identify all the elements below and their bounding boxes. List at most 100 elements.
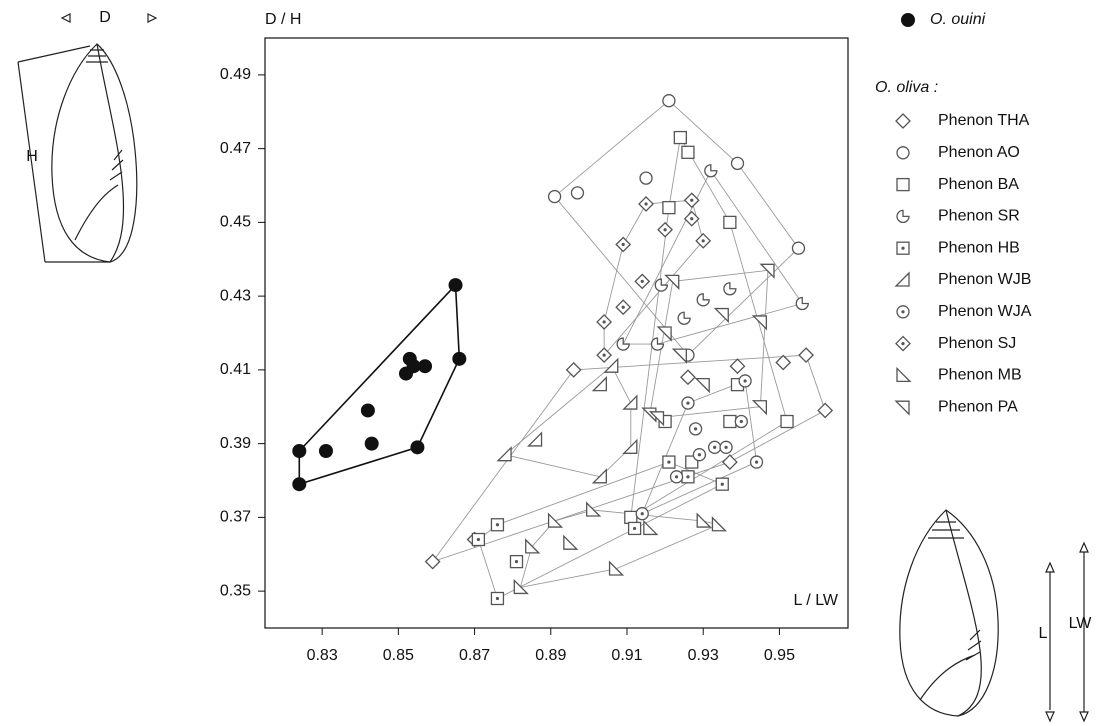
data-point bbox=[791, 241, 806, 255]
data-point bbox=[565, 361, 582, 378]
marker-dot bbox=[690, 198, 694, 202]
marker-shape bbox=[624, 510, 638, 525]
marker-shape bbox=[671, 348, 687, 364]
data-point bbox=[596, 347, 613, 364]
marker-shape bbox=[591, 468, 607, 484]
y-tick-label: 0.35 bbox=[220, 582, 251, 599]
data-point bbox=[723, 215, 737, 230]
data-point bbox=[452, 351, 467, 366]
shell-bottom bbox=[899, 509, 1089, 723]
marker-shape bbox=[696, 512, 712, 528]
y-tick-label: 0.43 bbox=[220, 287, 251, 304]
x-tick-label: 0.87 bbox=[459, 647, 490, 664]
marker-shape bbox=[360, 403, 375, 418]
marker-shape bbox=[650, 337, 665, 351]
marker-shape bbox=[723, 414, 737, 429]
data-point bbox=[715, 477, 729, 491]
marker-shape bbox=[723, 215, 737, 230]
marker-dot bbox=[663, 228, 667, 232]
data-point bbox=[751, 315, 768, 331]
data-point bbox=[738, 374, 752, 388]
marker-shape bbox=[696, 293, 710, 307]
data-point bbox=[734, 414, 748, 429]
data-point bbox=[694, 377, 710, 394]
data-point bbox=[707, 440, 722, 454]
legend-marker bbox=[896, 305, 910, 319]
marker-shape bbox=[654, 278, 668, 292]
marker-dot bbox=[693, 427, 698, 431]
data-point bbox=[547, 189, 562, 204]
marker-shape bbox=[894, 271, 910, 287]
data-point bbox=[677, 311, 691, 325]
marker-shape bbox=[591, 376, 607, 392]
y-axis-label: D / H bbox=[265, 11, 301, 28]
marker-dot bbox=[713, 445, 717, 449]
marker-shape bbox=[364, 436, 379, 451]
marker-shape bbox=[662, 94, 676, 108]
marker-shape bbox=[565, 361, 582, 378]
data-point bbox=[591, 376, 607, 392]
marker-shape bbox=[526, 431, 543, 447]
marker-shape bbox=[513, 578, 529, 595]
marker-shape bbox=[424, 553, 441, 570]
data-point bbox=[711, 516, 728, 532]
data-point bbox=[490, 591, 505, 606]
marker-shape bbox=[694, 377, 710, 394]
x-tick-label: 0.89 bbox=[535, 647, 566, 664]
legend-group: O. oliva : bbox=[875, 79, 938, 96]
marker-shape bbox=[622, 438, 638, 454]
data-point bbox=[509, 554, 524, 569]
marker-dot bbox=[514, 560, 519, 564]
shell-label: H bbox=[26, 148, 38, 165]
legend-label: Phenon AO bbox=[938, 144, 1020, 161]
data-point bbox=[692, 448, 707, 462]
marker-shape bbox=[775, 354, 792, 371]
marker-shape bbox=[901, 13, 915, 27]
marker-shape bbox=[664, 274, 680, 290]
data-point bbox=[424, 553, 441, 570]
marker-dot bbox=[690, 217, 694, 221]
hull-outline bbox=[641, 380, 758, 515]
marker-dot bbox=[640, 512, 644, 516]
x-tick-label: 0.85 bbox=[383, 647, 414, 664]
y-tick-label: 0.45 bbox=[220, 214, 251, 231]
marker-dot bbox=[701, 239, 705, 243]
legend-label: Phenon SJ bbox=[938, 335, 1016, 352]
data-point bbox=[622, 438, 638, 454]
data-point bbox=[780, 414, 794, 429]
data-point bbox=[662, 94, 676, 108]
data-point bbox=[622, 394, 638, 410]
data-point bbox=[650, 337, 665, 351]
marker-shape bbox=[586, 501, 602, 517]
data-point bbox=[627, 521, 642, 536]
marker-shape bbox=[603, 357, 619, 373]
marker-shape bbox=[896, 209, 910, 224]
data-point bbox=[654, 278, 668, 292]
marker-dot bbox=[686, 475, 690, 479]
marker-shape bbox=[895, 113, 911, 129]
data-point bbox=[798, 347, 815, 364]
hull-outline bbox=[630, 136, 788, 519]
data-point bbox=[364, 436, 379, 451]
marker-dot bbox=[743, 379, 747, 383]
marker-shape bbox=[525, 538, 541, 554]
marker-dot bbox=[901, 310, 905, 314]
marker-dot bbox=[621, 242, 625, 247]
y-tick-label: 0.47 bbox=[220, 140, 251, 157]
marker-shape bbox=[563, 534, 579, 550]
data-point bbox=[680, 369, 696, 386]
legend-marker bbox=[896, 146, 910, 160]
data-point bbox=[759, 263, 775, 279]
marker-shape bbox=[894, 400, 910, 416]
data-point bbox=[662, 200, 676, 215]
data-point bbox=[615, 299, 632, 316]
marker-shape bbox=[751, 315, 768, 331]
data-point bbox=[292, 444, 307, 458]
data-point bbox=[719, 440, 733, 454]
legend-label: Phenon THA bbox=[938, 112, 1030, 129]
data-point bbox=[657, 221, 674, 238]
marker-shape bbox=[292, 444, 307, 458]
legend-label: Phenon PA bbox=[938, 398, 1018, 415]
data-point bbox=[795, 296, 809, 311]
